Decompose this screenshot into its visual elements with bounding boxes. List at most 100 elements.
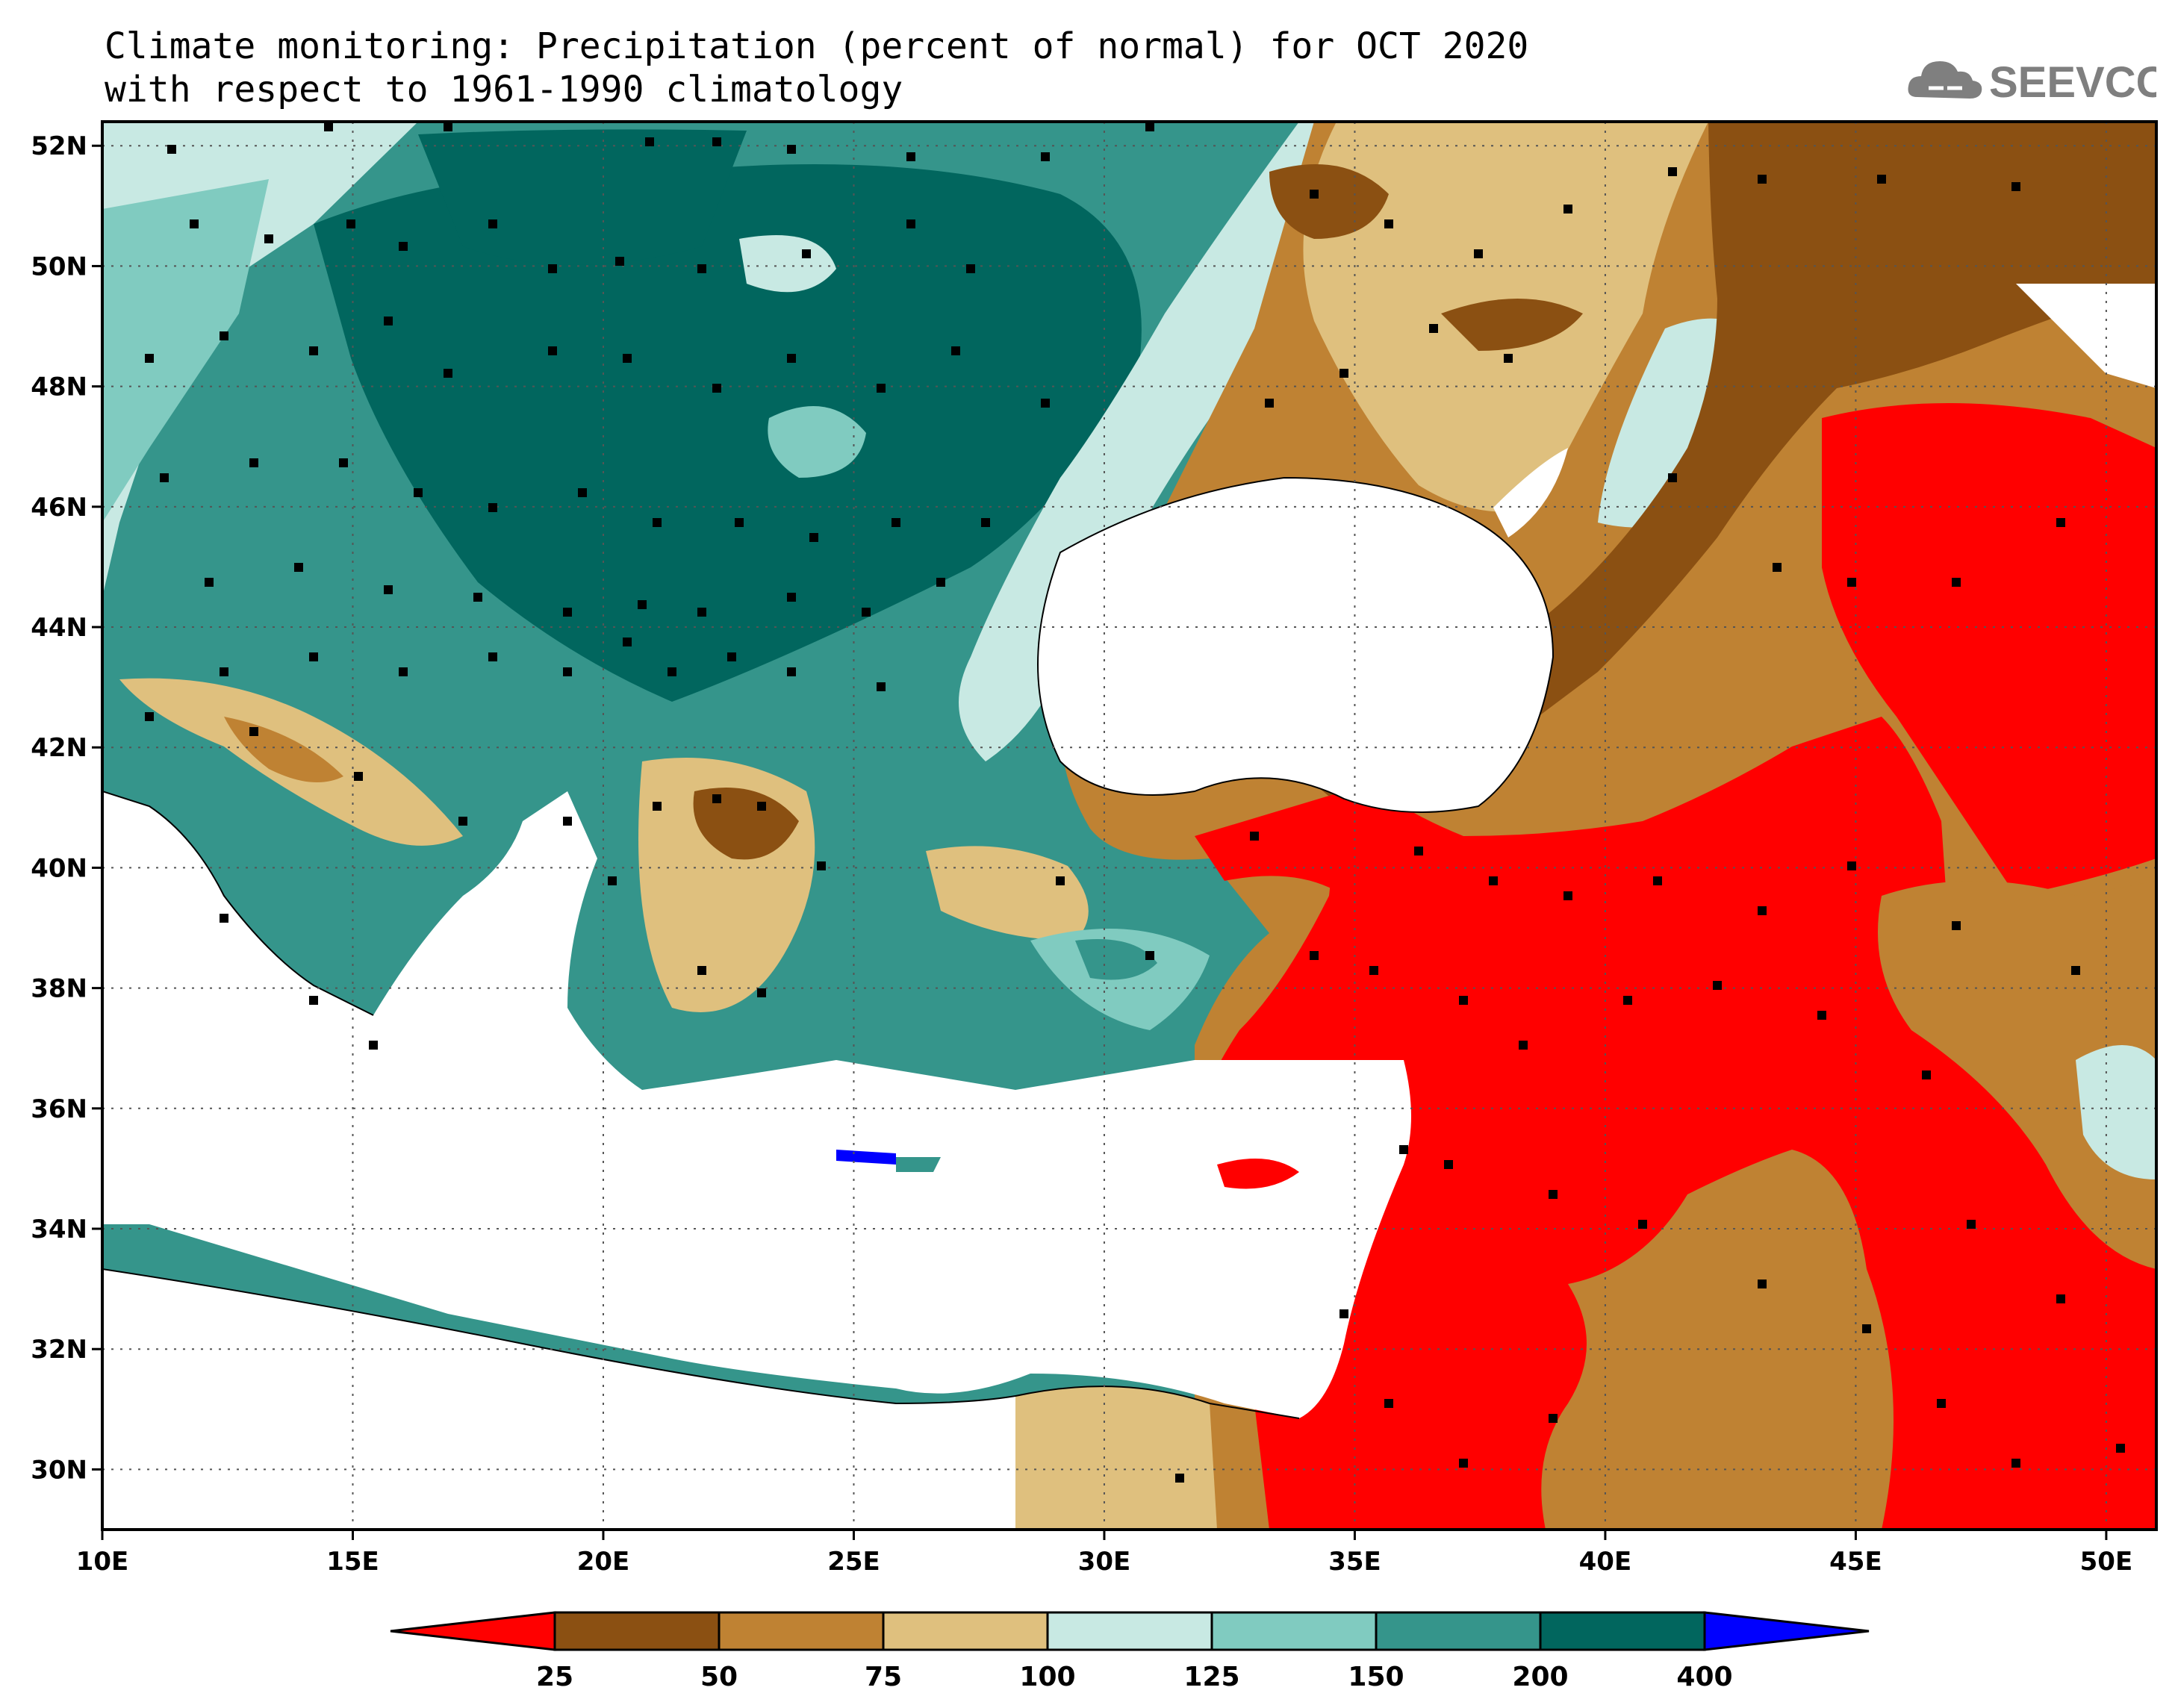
station-marker — [1399, 1145, 1408, 1154]
map-frame — [101, 120, 2158, 1531]
station-marker — [787, 145, 796, 154]
station-marker — [399, 667, 408, 676]
station-marker — [735, 518, 744, 527]
station-marker — [906, 152, 915, 161]
station-marker — [802, 249, 811, 258]
station-marker — [1310, 951, 1319, 960]
station-marker — [563, 817, 572, 826]
station-marker — [1414, 847, 1423, 855]
station-marker — [1862, 1324, 1871, 1333]
lon-tick-label: 20E — [577, 1547, 630, 1577]
station-marker — [668, 667, 676, 676]
station-marker — [145, 354, 154, 363]
station-marker — [1952, 921, 1961, 930]
station-marker — [2116, 1444, 2125, 1453]
lon-tick-label: 50E — [2080, 1547, 2133, 1577]
north-africa-nodata — [102, 1269, 1015, 1530]
colorbar-tick-label: 150 — [1348, 1662, 1404, 1692]
station-marker — [264, 234, 273, 243]
station-marker — [1758, 906, 1767, 915]
station-marker — [951, 346, 960, 355]
station-marker — [1952, 578, 1961, 587]
longitude-axis: 10E 15E 20E 25E 30E 35E 40E 45E 50E — [76, 1530, 2132, 1577]
graticule — [102, 122, 2156, 1530]
station-marker — [309, 346, 318, 355]
lat-tick-label: 30N — [31, 1455, 87, 1485]
lon-tick-label: 40E — [1579, 1547, 1632, 1577]
lon-tick-label: 10E — [76, 1547, 129, 1577]
map-subtitle: with respect to 1961-1990 climatology — [105, 69, 903, 110]
station-marker — [1638, 1220, 1647, 1229]
colorbar-tick-label: 50 — [700, 1662, 738, 1692]
station-marker — [1250, 832, 1259, 841]
station-marker — [2071, 966, 2080, 975]
logo-text: SEEVCCC — [1989, 58, 2156, 107]
cloud-icon — [1908, 61, 1982, 99]
station-marker — [205, 578, 214, 587]
station-marker — [563, 667, 572, 676]
station-marker — [220, 667, 228, 676]
station-marker — [1310, 190, 1319, 199]
station-marker — [615, 257, 624, 266]
station-marker — [294, 563, 303, 572]
lon-tick-label: 15E — [326, 1547, 379, 1577]
station-marker — [1549, 1190, 1558, 1199]
station-marker — [697, 966, 706, 975]
station-marker — [2011, 1459, 2020, 1468]
station-marker — [384, 585, 393, 594]
latitude-axis: 52N 50N 48N 46N 44N 42N 40N 38N 36N 34N 32N 30N — [31, 131, 102, 1485]
lat-tick-label: 38N — [31, 974, 87, 1004]
station-marker — [1549, 1414, 1558, 1423]
station-marker — [369, 1041, 378, 1050]
station-marker — [488, 503, 497, 512]
station-marker — [354, 772, 363, 781]
lat-tick-label: 40N — [31, 853, 87, 883]
station-marker — [1459, 996, 1468, 1005]
lon-tick-label: 35E — [1328, 1547, 1381, 1577]
colorbar-tick-label: 25 — [536, 1662, 573, 1692]
station-marker — [1041, 152, 1050, 161]
colorbar-swatch — [1046, 1611, 1213, 1651]
colorbar-swatch — [1210, 1611, 1378, 1651]
lat-tick-label: 34N — [31, 1215, 87, 1244]
station-marker — [2056, 518, 2065, 527]
seevccc-logo: SEEVCCC — [1908, 58, 2156, 107]
station-marker — [712, 137, 721, 146]
station-marker — [787, 593, 796, 602]
station-marker — [578, 488, 587, 497]
station-marker — [892, 518, 900, 527]
station-marker — [2056, 1294, 2065, 1303]
lat-tick-label: 46N — [31, 493, 87, 523]
station-marker — [160, 473, 169, 482]
station-marker — [1847, 861, 1856, 870]
station-marker — [220, 331, 228, 340]
station-marker — [384, 317, 393, 325]
colorbar-tick-label: 200 — [1512, 1662, 1568, 1692]
station-marker — [2011, 182, 2020, 191]
station-marker — [309, 652, 318, 661]
station-marker — [1429, 324, 1438, 333]
station-marker — [623, 354, 632, 363]
station-marker — [1758, 1280, 1767, 1288]
station-marker — [1653, 876, 1662, 885]
station-marker — [712, 794, 721, 803]
station-marker — [309, 996, 318, 1005]
colorbar-high-arrow — [1703, 1611, 1870, 1651]
station-marker — [488, 652, 497, 661]
station-marker — [1489, 876, 1498, 885]
station-marker — [1563, 205, 1572, 214]
station-marker — [473, 593, 482, 602]
colorbar-swatch — [718, 1611, 885, 1651]
station-marker — [1369, 966, 1378, 975]
station-marker — [877, 384, 886, 393]
station-marker — [1474, 249, 1483, 258]
lat-tick-label: 52N — [31, 131, 87, 161]
station-marker — [697, 608, 706, 617]
colorbar-tick-label: 125 — [1183, 1662, 1239, 1692]
station-marker — [653, 518, 662, 527]
station-marker — [936, 578, 945, 587]
station-marker — [757, 802, 766, 811]
station-marker — [1444, 1160, 1453, 1169]
lat-tick-label: 42N — [31, 733, 87, 763]
